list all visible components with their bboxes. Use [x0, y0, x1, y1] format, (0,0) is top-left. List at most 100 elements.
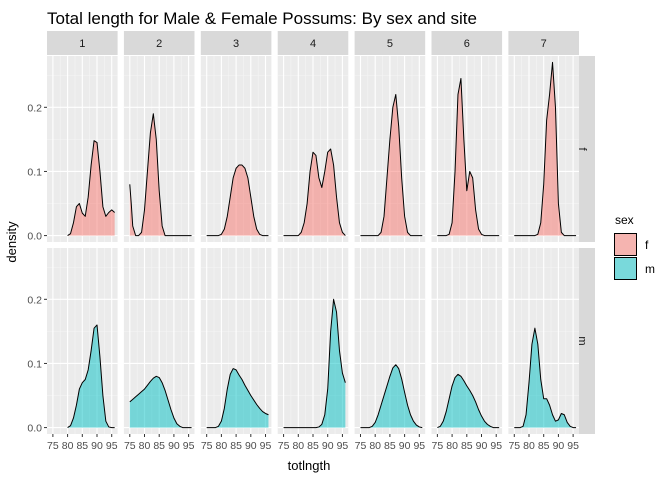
facet-panels: 1 2 3 4 5 6 7 f m	[47, 31, 595, 434]
density-area-m	[206, 368, 269, 428]
facet-strip-col-4	[277, 31, 349, 55]
x-tick-label: 75	[355, 440, 367, 452]
density-line-m	[206, 368, 269, 429]
x-tick-label: 75	[124, 440, 136, 452]
facet-strip-col-3	[200, 31, 272, 55]
density-area-m	[67, 324, 115, 428]
x-tick-label: 90	[553, 440, 565, 452]
density-area-f	[206, 165, 269, 236]
panel-1-m	[47, 248, 118, 434]
y-tick-label: 0.1	[27, 358, 42, 370]
density-line-m	[437, 373, 500, 429]
facet-strip-col-7	[508, 31, 579, 55]
x-tick-label: 95	[490, 440, 502, 452]
facet-strip-label: 7	[541, 38, 547, 50]
x-tick-label: 85	[76, 440, 88, 452]
x-tick-label: 90	[168, 440, 180, 452]
facet-strip-label: 6	[464, 38, 470, 50]
y-tick-label: 0.2	[27, 294, 42, 306]
x-tick-label: 95	[337, 440, 349, 452]
facet-strip-col-5	[354, 31, 426, 55]
panel-3-m	[200, 248, 272, 434]
density-area-f	[437, 78, 500, 236]
panel-1-f	[47, 56, 118, 242]
y-tick-label: 0.2	[27, 102, 42, 114]
density-area-f	[283, 149, 346, 236]
facet-strip-col-1	[47, 31, 118, 55]
x-tick-label: 95	[183, 440, 195, 452]
x-tick-label: 85	[153, 440, 165, 452]
density-area-f	[360, 94, 423, 236]
density-area-f	[514, 62, 577, 236]
x-tick-label: 80	[216, 440, 228, 452]
x-tick-label: 90	[245, 440, 257, 452]
y-tick-label: 0.0	[27, 423, 42, 435]
facet-strip-label: 1	[79, 38, 85, 50]
panel-3-f	[200, 56, 272, 242]
panel-5-f	[354, 56, 426, 242]
facet-strip-label: f	[576, 147, 588, 151]
density-line-f	[283, 148, 346, 237]
density-line-f	[67, 140, 115, 237]
x-tick-label: 95	[567, 440, 579, 452]
density-area-m	[283, 299, 346, 428]
panel-7-m	[508, 248, 579, 434]
density-area-m	[360, 364, 423, 428]
x-tick-label: 80	[139, 440, 151, 452]
y-axis-ticks: 0.0 0.1 0.2 0.0 0.1 0.2	[27, 102, 47, 435]
density-line-f	[129, 113, 192, 237]
x-tick-label: 85	[230, 440, 242, 452]
legend: sex fm	[614, 213, 655, 280]
panel-2-m	[123, 248, 195, 434]
panel-2-f	[123, 56, 195, 242]
x-tick-label: 90	[322, 440, 334, 452]
x-tick-label: 95	[260, 440, 272, 452]
panel-4-f	[277, 56, 349, 242]
x-tick-label: 85	[307, 440, 319, 452]
x-tick-label: 75	[432, 440, 444, 452]
density-area-m	[437, 374, 500, 428]
density-line-m	[360, 364, 423, 429]
x-tick-label: 75	[47, 440, 59, 452]
y-tick-label: 0.0	[27, 231, 42, 243]
facet-strip-col-2	[123, 31, 195, 55]
density-line-f	[437, 77, 500, 237]
x-tick-label: 90	[399, 440, 411, 452]
density-line-f	[360, 93, 423, 237]
x-axis-title: totlngth	[288, 458, 331, 473]
x-tick-label: 80	[446, 440, 458, 452]
legend-label-m: m	[645, 262, 655, 276]
panel-7-f	[508, 56, 579, 242]
panel-6-m	[431, 248, 503, 434]
facet-strip-label: 4	[310, 38, 316, 50]
panel-4-m	[277, 248, 349, 434]
x-tick-label: 85	[384, 440, 396, 452]
panel-6-f	[431, 56, 503, 242]
density-area-m	[129, 376, 192, 428]
x-tick-label: 85	[538, 440, 550, 452]
facet-strip-label: 3	[233, 38, 239, 50]
legend-label-f: f	[645, 238, 649, 252]
x-tick-label: 75	[201, 440, 213, 452]
x-tick-label: 85	[461, 440, 473, 452]
x-axis-ticks: 75 80 85 90 95 75 80 85 90 95 75 80 85 90 95 75 80 85 90 95…	[47, 434, 579, 452]
density-area-m	[514, 328, 577, 428]
y-tick-label: 0.1	[27, 166, 42, 178]
x-tick-label: 75	[508, 440, 520, 452]
facet-strip-label: 2	[156, 38, 162, 50]
x-tick-label: 80	[523, 440, 535, 452]
x-tick-label: 90	[91, 440, 103, 452]
facet-strip-col-6	[431, 31, 503, 55]
density-line-m	[67, 324, 115, 429]
panel-5-m	[354, 248, 426, 434]
density-line-m	[283, 298, 346, 429]
chart-title: Total length for Male & Female Possums: …	[47, 9, 477, 28]
x-tick-label: 80	[292, 440, 304, 452]
density-area-f	[67, 140, 115, 236]
legend-title: sex	[615, 213, 634, 227]
density-line-m	[514, 327, 577, 429]
legend-key-f	[614, 233, 637, 256]
x-tick-label: 75	[278, 440, 290, 452]
facet-strip-label: m	[576, 336, 588, 345]
